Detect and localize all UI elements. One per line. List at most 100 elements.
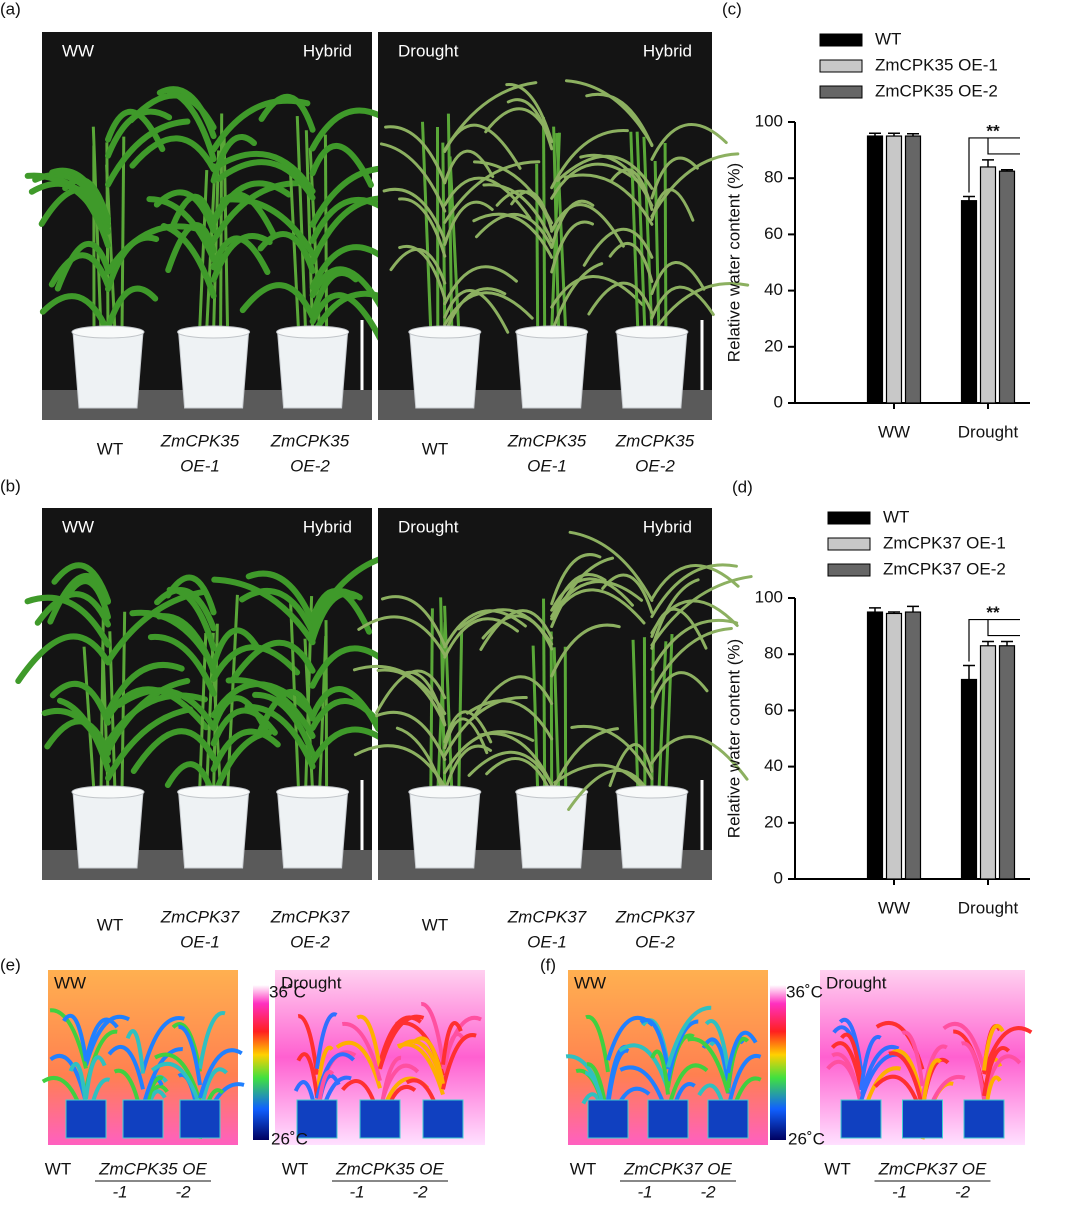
photo-caption: ZmCPK37 <box>507 907 587 926</box>
bar <box>1000 646 1015 879</box>
pot-rim <box>516 326 588 338</box>
photo-caption: ZmCPK35 <box>160 431 240 450</box>
pot <box>73 332 143 408</box>
x-tick-label: Drought <box>958 898 1019 917</box>
thermal-caption: ZmCPK37 OE <box>623 1159 732 1178</box>
pot <box>73 792 143 868</box>
bar <box>1000 171 1015 403</box>
significance-label: ** <box>986 603 1000 622</box>
panel-label: (d) <box>732 477 753 496</box>
photo-caption: ZmCPK37 <box>615 907 695 926</box>
thermal-caption: ZmCPK37 OE <box>878 1159 987 1178</box>
legend-swatch <box>820 86 862 98</box>
photo <box>18 508 400 880</box>
bar <box>906 136 921 403</box>
error-bar <box>982 160 994 167</box>
thermal-caption: -1 <box>349 1182 364 1200</box>
y-tick-label: 20 <box>764 336 783 355</box>
photo-caption: ZmCPK37 <box>270 907 350 926</box>
photo-tag: WW <box>62 517 94 536</box>
photo-tag: Drought <box>398 517 459 536</box>
pot-rim <box>72 326 144 338</box>
panel-label: (b) <box>0 476 21 495</box>
bar <box>981 167 996 403</box>
color-scale <box>770 985 786 1140</box>
x-tick-label: Drought <box>958 422 1019 441</box>
thermal-caption: WT <box>45 1159 71 1178</box>
legend-label: WT <box>875 29 901 48</box>
thermal-caption: WT <box>570 1159 596 1178</box>
color-scale <box>253 985 269 1140</box>
pot-rim <box>616 786 688 798</box>
photo-caption: WT <box>97 439 123 458</box>
thermal-caption: -2 <box>955 1182 971 1200</box>
y-tick-label: 20 <box>764 812 783 831</box>
scale-label: 26˚C <box>788 1129 825 1148</box>
photo-caption: OE-1 <box>180 456 220 475</box>
thermal-tag: WW <box>574 973 606 992</box>
photo-caption: OE-2 <box>635 932 675 951</box>
photo-tag: Hybrid <box>303 41 352 60</box>
panel-label: (c) <box>722 0 742 18</box>
legend-swatch <box>828 538 870 550</box>
thermal-pot <box>66 1100 106 1138</box>
significance-label: ** <box>986 121 1000 140</box>
panel-label: (e) <box>0 955 21 974</box>
bar <box>887 136 902 403</box>
photo <box>28 32 393 420</box>
photo-tag: Hybrid <box>643 517 692 536</box>
photo-tag: WW <box>62 41 94 60</box>
pot <box>410 332 480 408</box>
legend-label: ZmCPK37 OE-1 <box>883 533 1006 552</box>
legend-swatch <box>820 60 862 72</box>
error-bar <box>869 608 881 612</box>
bar <box>962 201 977 403</box>
pot <box>410 792 480 868</box>
stem <box>221 113 222 332</box>
pot-rim <box>178 786 250 798</box>
error-bar <box>907 606 919 612</box>
thermal-image <box>275 970 485 1145</box>
panel-label: (a) <box>0 0 21 18</box>
photo-caption: OE-2 <box>290 932 330 951</box>
pot-rim <box>277 326 349 338</box>
photo-caption: ZmCPK37 <box>160 907 240 926</box>
thermal-image <box>820 970 1031 1145</box>
legend-swatch <box>828 564 870 576</box>
thermal-image <box>566 970 768 1145</box>
x-tick-label: WW <box>878 422 910 441</box>
scale-label: 26˚C <box>271 1129 308 1148</box>
thermal-caption: -1 <box>892 1182 907 1200</box>
photo-caption: OE-1 <box>527 932 567 951</box>
bar <box>962 679 977 879</box>
photo-tag: Hybrid <box>643 41 692 60</box>
photo-caption: OE-1 <box>527 456 567 475</box>
bar <box>906 612 921 879</box>
thermal-pot <box>903 1100 943 1138</box>
pot-rim <box>409 326 481 338</box>
thermal-pot <box>180 1100 220 1138</box>
thermal-caption: -2 <box>175 1182 191 1200</box>
scale-label: 36˚C <box>786 982 823 1001</box>
photo-caption: WT <box>422 915 448 934</box>
photo <box>378 32 748 420</box>
y-tick-label: 40 <box>764 756 783 775</box>
thermal-pot <box>648 1100 688 1138</box>
pot-rim <box>616 326 688 338</box>
thermal-pot <box>708 1100 748 1138</box>
pot-rim <box>72 786 144 798</box>
thermal-caption: ZmCPK35 OE <box>335 1159 444 1178</box>
thermal-pot <box>964 1100 1004 1138</box>
thermal-caption: WT <box>282 1159 308 1178</box>
thermal-tag: Drought <box>826 973 887 992</box>
photo-caption: OE-1 <box>180 932 220 951</box>
y-tick-label: 60 <box>764 700 783 719</box>
bar <box>981 646 996 879</box>
photo-caption: OE-2 <box>635 456 675 475</box>
error-bar <box>963 665 975 679</box>
pot <box>179 792 249 868</box>
error-bar <box>982 642 994 646</box>
y-tick-label: 60 <box>764 224 783 243</box>
bar <box>868 136 883 403</box>
thermal-tag: WW <box>54 973 86 992</box>
